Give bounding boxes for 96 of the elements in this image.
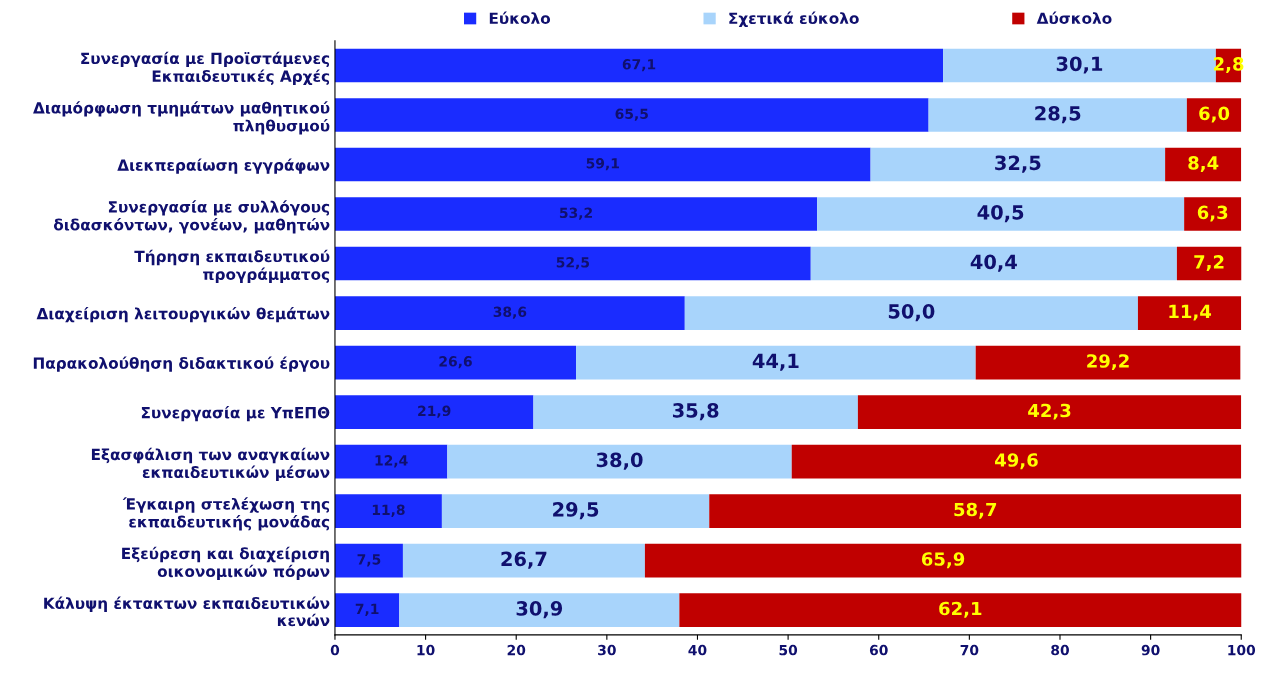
data-label: 58,7: [954, 502, 997, 519]
bar: [928, 98, 1187, 132]
data-label: 38,6: [493, 306, 527, 319]
data-label: 30,9: [516, 601, 563, 619]
x-tick-label: 100: [1228, 644, 1256, 656]
y-tick-label: Παρακολούθηση διδακτικού έργου: [33, 356, 330, 372]
bar: [576, 345, 976, 380]
data-label: 44,1: [752, 353, 799, 371]
data-label: 29,2: [1087, 354, 1129, 371]
data-label: 62,1: [939, 601, 982, 618]
bar: [399, 593, 680, 627]
y-tick-label: Τήρηση εκπαιδευτικού προγράμματος: [134, 249, 330, 283]
data-label: 7,5: [357, 554, 381, 567]
bar: [943, 48, 1216, 83]
x-tick-label: 0: [330, 644, 340, 656]
data-label: 65,9: [921, 552, 965, 569]
data-label: 26,7: [501, 551, 547, 569]
y-tick-label: Εξεύρεση και διαχείριση οικονομικών πόρων: [122, 546, 330, 581]
data-label: 40,4: [970, 254, 1017, 272]
bar: [1184, 197, 1242, 231]
bar: [334, 395, 534, 429]
bar: [1186, 98, 1242, 132]
bar: [1137, 296, 1242, 330]
bar: [334, 593, 400, 627]
data-label: 65,5: [615, 108, 648, 121]
data-label: 28,5: [1035, 105, 1081, 124]
bar: [334, 98, 929, 132]
data-label: 12,4: [375, 455, 408, 468]
x-tick-label: 50: [779, 644, 798, 656]
data-label: 30,1: [1056, 56, 1103, 74]
bar: [857, 395, 1242, 429]
x-tick-label: 90: [1141, 644, 1160, 656]
legend-label: Εύκολο: [489, 11, 551, 25]
y-tick-label: Διαμόρφωση τμημάτων μαθητικού πληθυσμού: [33, 101, 330, 135]
data-label: 38,0: [596, 452, 643, 470]
bar: [810, 246, 1177, 281]
data-label: 52,5: [556, 257, 590, 270]
x-tick-label: 40: [688, 644, 707, 656]
data-label: 21,9: [418, 405, 451, 418]
bar: [817, 197, 1185, 231]
bar: [441, 494, 710, 528]
bar: [1165, 147, 1242, 182]
data-label: 42,3: [1028, 403, 1071, 420]
bar: [334, 48, 944, 83]
data-label: 11,8: [372, 504, 405, 517]
bar: [1176, 246, 1242, 281]
data-label: 6,3: [1197, 205, 1228, 222]
bar: [791, 444, 1242, 479]
x-tick-label: 20: [507, 644, 526, 656]
x-tick-label: 70: [960, 644, 979, 656]
bar: [644, 543, 1242, 578]
x-tick-label: 60: [869, 644, 888, 656]
data-label: 35,8: [672, 403, 719, 421]
bar: [402, 543, 645, 578]
data-label: 53,2: [559, 207, 592, 220]
bar: [334, 296, 685, 330]
data-label: 6,0: [1199, 106, 1230, 123]
data-label: 50,0: [888, 303, 935, 322]
bar: [679, 593, 1242, 627]
bar: [447, 444, 792, 479]
y-tick-label: Διεκπεραίωση εγγράφων: [117, 158, 330, 174]
y-tick-label: Διαχείριση λειτουργικών θεμάτων: [36, 306, 330, 323]
bar: [684, 296, 1138, 330]
data-label: 26,6: [439, 356, 472, 369]
legend-label: Δύσκολο: [1036, 11, 1112, 25]
data-label: 49,6: [995, 453, 1038, 470]
data-label: 40,5: [977, 204, 1024, 223]
bar: [334, 147, 871, 182]
data-label: 7,2: [1194, 255, 1224, 272]
x-tick-label: 30: [598, 644, 616, 656]
data-label: 8,4: [1188, 156, 1219, 173]
bar: [334, 543, 403, 578]
x-tick-label: 80: [1051, 644, 1069, 656]
bar: [870, 147, 1166, 182]
legend-label: Σχετικά εύκολο: [729, 11, 859, 27]
y-tick-label: Συνεργασία με ΥπΕΠΘ: [141, 405, 330, 422]
bar: [334, 197, 818, 231]
data-label: 11,4: [1169, 304, 1212, 321]
bar: [334, 494, 442, 528]
y-tick-label: Συνεργασία με συλλόγους διδασκόντων, γονέων, μαθητών: [53, 200, 330, 234]
bar: [975, 345, 1241, 380]
y-tick-label: Κάλυψη έκτακτων εκπαιδευτικών κενών: [44, 596, 330, 627]
x-tick-label: 10: [417, 644, 435, 656]
bar: [533, 395, 858, 429]
bar: [334, 246, 811, 281]
data-label: 67,1: [622, 59, 656, 72]
data-label: 7,1: [355, 603, 379, 616]
data-label: 29,5: [553, 502, 599, 520]
y-tick-label: Συνεργασία με Προϊστάμενες Εκπαιδευτικές Αρχές: [81, 51, 330, 85]
data-label: 59,1: [586, 158, 619, 171]
bar: [334, 444, 448, 479]
y-tick-label: Εξασφάλιση των αναγκαίων εκπαιδευτικών μέσων: [91, 447, 330, 482]
y-tick-label: Έγκαιρη στελέχωση της εκπαιδευτικής μονάδας: [122, 497, 330, 531]
data-label: 32,5: [995, 155, 1041, 173]
bar: [709, 494, 1242, 528]
bar: [334, 345, 577, 380]
